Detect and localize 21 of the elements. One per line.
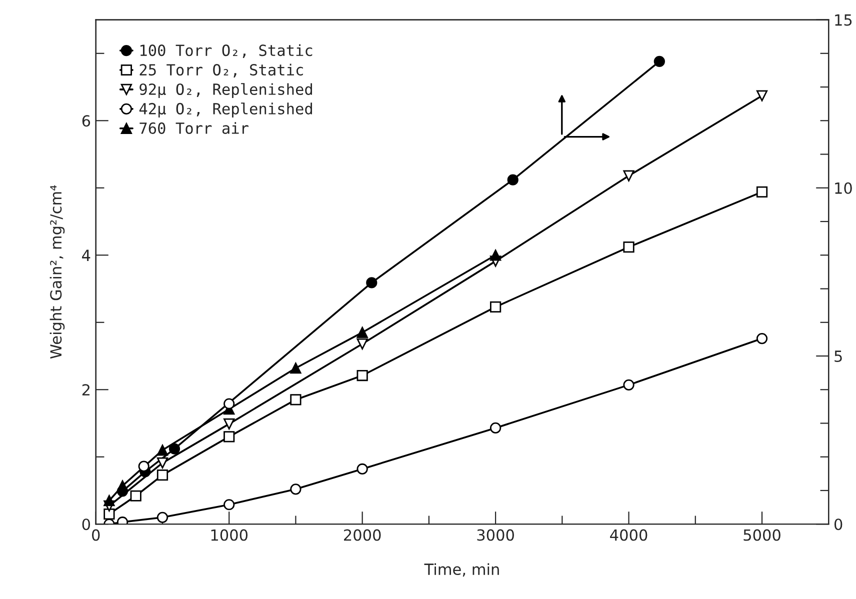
x-tick-label: 0: [92, 529, 100, 541]
y2-tick-label: 10: [835, 182, 852, 194]
x-tick-label: 4000: [610, 529, 648, 541]
y-tick-label: 4: [82, 250, 90, 261]
x-tick-label: 1000: [211, 529, 248, 541]
legend-label: 92µ O₂, Replenished: [140, 83, 312, 98]
x-tick-label: 5000: [744, 529, 780, 541]
x-axis-title: Time, min: [424, 563, 499, 577]
y2-tick-label: 15: [835, 14, 852, 26]
y2-tick-label: 0: [834, 518, 842, 530]
legend-label: 25 Torr O₂, Static: [140, 64, 303, 78]
legend-label: 42µ O₂, Replenished: [139, 102, 312, 118]
legend-label: 100 Torr O₂, Static: [140, 44, 312, 58]
y-axis-title: Weight Gain², mg²/cm⁴: [50, 185, 65, 359]
y-tick-label: 2: [82, 384, 90, 396]
x-tick-label: 3000: [477, 529, 514, 541]
y-tick-label: 6: [82, 115, 90, 127]
x-tick-label: 2000: [344, 529, 381, 541]
legend-label: 760 Torr air: [140, 122, 248, 134]
y2-tick-label: 5: [834, 350, 842, 362]
y-tick-label: 0: [82, 518, 90, 530]
